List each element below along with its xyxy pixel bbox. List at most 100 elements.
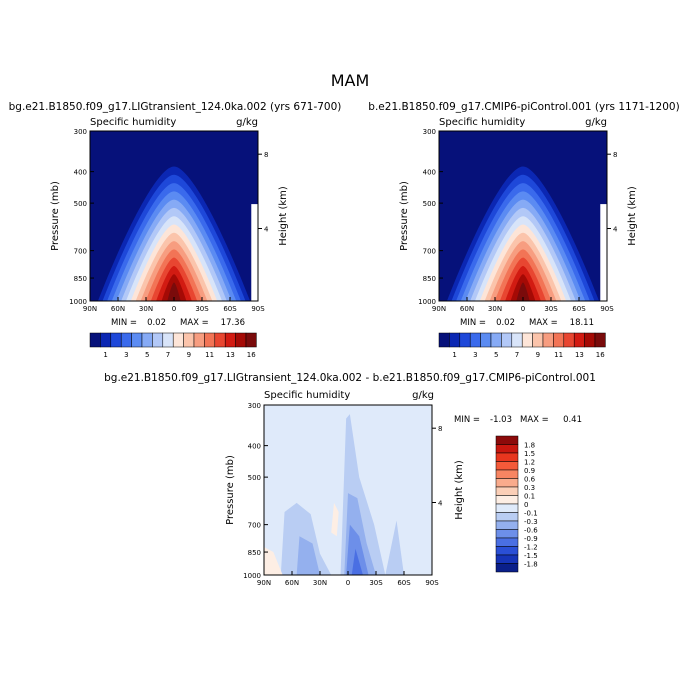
panel-c-y-tick-label: 400 (248, 443, 261, 451)
panel-a-heatmap: 90N 60N 30N 0 30S 60S 90S 300 400 500 700 850 1000 8 4 (69, 128, 269, 313)
panel-b-missing-data-area (600, 204, 607, 301)
panel-a-x-tick-label: 90N (83, 305, 97, 313)
panel-c-contour-band (346, 524, 369, 575)
panel-a-colorbar-swatch (224, 332, 236, 348)
panel-a-x-tick-label: 60S (223, 305, 237, 313)
panel-c-colorbar-swatch (495, 503, 519, 513)
panel-b-y-tick-label: 700 (423, 248, 436, 256)
panel-a-max-value: 17.36 (221, 318, 245, 328)
panel-a-y-tick-label: 700 (74, 248, 87, 256)
panel-c-colorbar-label: -1.2 (524, 544, 538, 552)
panel-b-colorbar-label: 13 (575, 351, 584, 359)
panel-c-colorbar-swatch (495, 537, 519, 547)
panel-a-contour-band (167, 282, 181, 301)
panel-b-colorbar-swatch (449, 332, 461, 348)
panel-a-colorbar-swatch (172, 332, 184, 348)
panel-b-y-tick-label: 400 (423, 169, 436, 177)
panel-c-colorbar: 1.81.51.20.90.60.30.10-0.1-0.3-0.6-0.9-1… (495, 435, 538, 573)
panel-a-y-tick-label: 500 (74, 200, 87, 208)
panel-b-colorbar-label: 3 (473, 351, 477, 359)
panel-b-y-tick-label: 500 (423, 200, 436, 208)
panel-b-ylabel: Pressure (mb) (399, 181, 410, 251)
panel-c-colorbar-label: 0.3 (524, 484, 535, 492)
panel-b-max-value: 18.11 (570, 318, 594, 328)
page-title: MAM (331, 71, 370, 90)
panel-b-colorbar-swatch (490, 332, 502, 348)
panel-b-x-tick-label: 60S (572, 305, 586, 313)
panel-c-ylabel-right: Height (km) (454, 460, 465, 520)
panel-c-colorbar-swatch (495, 469, 519, 479)
panel-a-colorbar-swatch (152, 332, 164, 348)
panel-c-y-right-tick-label: 4 (438, 500, 443, 508)
panel-c-y-tick-label: 850 (248, 549, 261, 557)
panel-a-colorbar-swatch (245, 332, 257, 348)
panel-c-min-label: MIN = (454, 415, 480, 425)
panel-c-contour-band (264, 546, 283, 575)
panel-c-x-tick-label: 30N (313, 579, 327, 587)
panel-c-colorbar-swatch (495, 435, 519, 445)
panel-b-colorbar-label: 1 (452, 351, 456, 359)
panel-c-colorbar-swatch (495, 554, 519, 564)
panel-a-colorbar-label: 7 (166, 351, 170, 359)
panel-c-subtitle-left: Specific humidity (264, 390, 350, 401)
panel-c-colorbar-label: -0.6 (524, 527, 538, 535)
panel-a-colorbar-swatch (214, 332, 226, 348)
panel-a-colorbar-swatch (100, 332, 112, 348)
panel-a-colorbar-swatch (120, 332, 132, 348)
panel-c-colorbar-swatch (495, 486, 519, 496)
panel-a-colorbar-label: 13 (226, 351, 235, 359)
panel-a-colorbar-swatch (141, 332, 153, 348)
panel-b-colorbar-swatch (584, 332, 596, 348)
panel-b-colorbar-swatch (480, 332, 492, 348)
panel-a-x-tick-label: 0 (172, 305, 176, 313)
panel-c-colorbar-label: 1.5 (524, 450, 535, 458)
panel-a-colorbar-label: 3 (124, 351, 128, 359)
panel-b-colorbar-label: 9 (536, 351, 540, 359)
panel-a-missing-data-area (251, 204, 258, 301)
panel-b-y-right-tick-label: 4 (613, 226, 618, 234)
panel-c-x-tick-label: 60S (397, 579, 411, 587)
panel-a-title: bg.e21.B1850.f09_g17.LIGtransient_124.0k… (9, 101, 342, 113)
panel-c-y-tick-label: 500 (248, 474, 261, 482)
panel-a-colorbar-label: 5 (145, 351, 149, 359)
panel-a-colorbar-swatch (131, 332, 143, 348)
panel-c-x-tick-label: 90S (425, 579, 439, 587)
panel-a-colorbar-swatch (162, 332, 174, 348)
panel-c-colorbar-label: 1.8 (524, 442, 535, 450)
panel-c-contour-band (331, 502, 339, 537)
panel-c-max-value: 0.41 (563, 415, 582, 425)
panel-a-subtitle-left: Specific humidity (90, 117, 176, 128)
panel-c-colorbar-label: 1.2 (524, 459, 535, 467)
panel-b-colorbar-swatch (521, 332, 533, 348)
panel-c-colorbar-swatch (495, 495, 519, 505)
panel-c-heatmap: 90N 60N 30N 0 30S 60S 90S 300 400 500 700 850 1000 8 4 (243, 402, 443, 587)
panel-c-colorbar-swatch (495, 461, 519, 471)
panel-c-x-tick-label: 60N (285, 579, 299, 587)
panel-c-colorbar-label: 0 (524, 501, 528, 509)
panel-a-min-value: 0.02 (147, 318, 166, 328)
panel-b-colorbar-swatch (563, 332, 575, 348)
panel-c-contour-band (296, 536, 320, 575)
panel-a-y-tick-label: 400 (74, 169, 87, 177)
panel-a-y-right-tick-label: 4 (264, 226, 269, 234)
panel-c-colorbar-swatch (495, 546, 519, 556)
panel-a-colorbar-swatch (183, 332, 195, 348)
panel-a-colorbar-swatch (235, 332, 247, 348)
panel-c-colorbar-label: -0.1 (524, 510, 538, 518)
panel-c-colorbar-swatch (495, 563, 519, 573)
panel-c-colorbar-swatch (495, 478, 519, 488)
panel-b-colorbar-swatch (459, 332, 471, 348)
panel-b-subtitle-left: Specific humidity (439, 117, 525, 128)
panel-b-colorbar-swatch (511, 332, 523, 348)
panel-c-subtitle-right: g/kg (412, 390, 434, 401)
panel-b-min-value: 0.02 (496, 318, 515, 328)
panel-c-min-value: -1.03 (490, 415, 512, 425)
panel-b-y-tick-label: 300 (423, 128, 436, 136)
panel-b-min-label: MIN = (460, 318, 486, 328)
panel-a-x-tick-label: 90S (251, 305, 265, 313)
panel-b-colorbar-swatch (542, 332, 554, 348)
panel-c-colorbar-swatch (495, 444, 519, 454)
panel-b-x-tick-label: 30N (488, 305, 502, 313)
panel-a-colorbar-label: 9 (187, 351, 191, 359)
